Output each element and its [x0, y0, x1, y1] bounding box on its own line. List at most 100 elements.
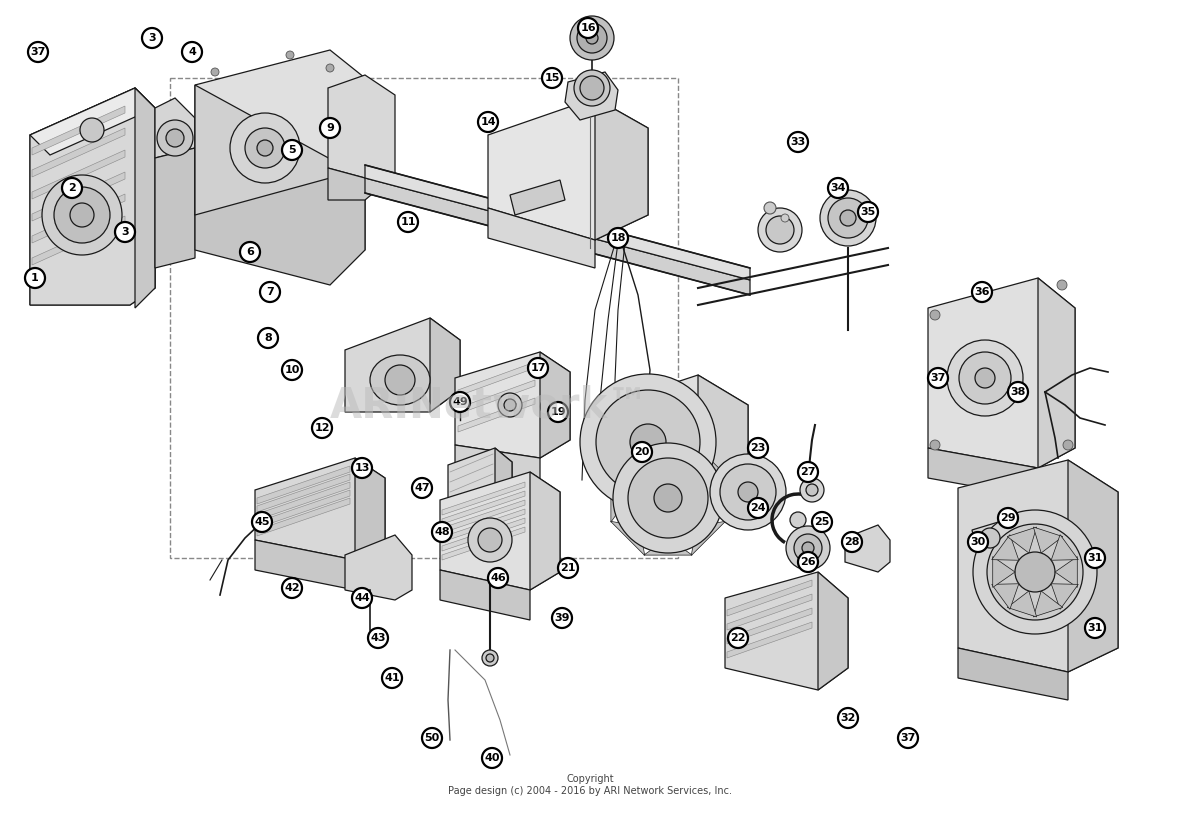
Polygon shape [442, 509, 525, 542]
Polygon shape [257, 490, 350, 528]
Polygon shape [489, 208, 595, 268]
Polygon shape [30, 88, 155, 305]
Polygon shape [972, 520, 1012, 555]
Circle shape [504, 399, 516, 411]
Circle shape [166, 129, 184, 147]
Circle shape [114, 222, 135, 242]
Text: 41: 41 [385, 673, 400, 683]
Circle shape [1015, 552, 1055, 592]
Polygon shape [1051, 584, 1079, 610]
Circle shape [898, 728, 918, 748]
Circle shape [80, 118, 104, 142]
Circle shape [930, 310, 940, 320]
Polygon shape [1068, 460, 1117, 672]
Text: 32: 32 [840, 713, 856, 723]
Text: 37: 37 [930, 373, 945, 383]
Circle shape [720, 464, 776, 520]
Circle shape [253, 512, 273, 532]
Circle shape [258, 328, 278, 348]
Polygon shape [455, 352, 570, 458]
Circle shape [326, 64, 334, 72]
Polygon shape [540, 352, 570, 458]
Text: 22: 22 [730, 633, 746, 643]
Text: 21: 21 [560, 563, 576, 573]
Text: 2: 2 [68, 183, 76, 193]
Circle shape [838, 708, 858, 728]
Circle shape [478, 112, 498, 132]
Polygon shape [611, 474, 628, 522]
Text: 15: 15 [544, 73, 559, 83]
Text: 26: 26 [800, 557, 815, 567]
Circle shape [157, 120, 194, 156]
Polygon shape [155, 148, 195, 268]
Text: 16: 16 [581, 23, 596, 33]
Circle shape [570, 16, 614, 60]
Polygon shape [644, 441, 693, 458]
Text: 28: 28 [844, 537, 860, 547]
Circle shape [368, 628, 388, 648]
Polygon shape [725, 572, 848, 690]
Circle shape [986, 524, 1083, 620]
Polygon shape [135, 88, 155, 308]
Polygon shape [32, 128, 125, 177]
Text: 3: 3 [122, 227, 129, 237]
Text: 11: 11 [400, 217, 415, 227]
Circle shape [1063, 440, 1073, 450]
Text: 4: 4 [188, 47, 196, 57]
Polygon shape [727, 594, 812, 630]
Text: 3: 3 [149, 33, 156, 43]
Circle shape [286, 51, 294, 59]
Circle shape [352, 458, 372, 478]
Polygon shape [257, 474, 350, 512]
Circle shape [245, 128, 286, 168]
Polygon shape [610, 521, 644, 555]
Polygon shape [32, 150, 125, 199]
Circle shape [312, 418, 332, 438]
Circle shape [608, 228, 628, 248]
Circle shape [63, 178, 81, 198]
Polygon shape [1008, 591, 1036, 617]
Polygon shape [727, 580, 812, 616]
Circle shape [975, 368, 995, 388]
Polygon shape [598, 375, 748, 508]
Polygon shape [958, 648, 1068, 700]
Polygon shape [1038, 278, 1075, 468]
Circle shape [974, 510, 1097, 634]
Polygon shape [927, 278, 1075, 468]
Polygon shape [991, 535, 1018, 560]
Text: 30: 30 [970, 537, 985, 547]
Polygon shape [365, 178, 750, 295]
Circle shape [738, 482, 758, 502]
Text: 37: 37 [31, 47, 46, 57]
Text: 48: 48 [434, 527, 450, 537]
Polygon shape [494, 448, 512, 542]
Bar [170, 78, 678, 558]
Polygon shape [365, 165, 750, 280]
Polygon shape [958, 460, 1117, 672]
Circle shape [728, 628, 748, 648]
Circle shape [260, 282, 280, 302]
Text: 29: 29 [1001, 513, 1016, 523]
Polygon shape [489, 98, 648, 240]
Text: 35: 35 [860, 207, 876, 217]
Text: 42: 42 [284, 583, 300, 593]
Text: 39: 39 [555, 613, 570, 623]
Polygon shape [691, 521, 726, 555]
Circle shape [1008, 382, 1028, 402]
Circle shape [800, 478, 824, 502]
Circle shape [628, 458, 708, 538]
Circle shape [748, 498, 768, 518]
Polygon shape [727, 622, 812, 658]
Polygon shape [440, 570, 530, 620]
Circle shape [230, 113, 300, 183]
Polygon shape [355, 458, 385, 560]
Circle shape [748, 438, 768, 458]
Text: 44: 44 [354, 593, 369, 603]
Circle shape [798, 462, 818, 482]
Circle shape [612, 443, 723, 553]
Text: 14: 14 [480, 117, 496, 127]
Text: 31: 31 [1087, 623, 1102, 633]
Polygon shape [1034, 527, 1063, 553]
Circle shape [432, 522, 452, 542]
Circle shape [552, 608, 572, 628]
